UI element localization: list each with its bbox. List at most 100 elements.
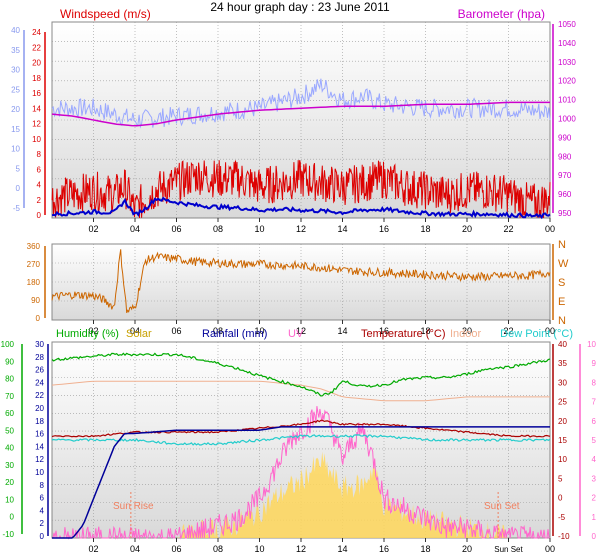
y-tick-label: 28 [35,353,44,362]
y-tick-label: 100 [1,340,15,349]
y-tick-label: 12 [35,455,44,464]
x-tick-label: 00 [545,544,555,554]
y-tick-label: 20 [11,105,20,114]
y-tick-label: 25 [11,85,20,94]
y-tick-label: 60 [5,409,14,418]
y-tick-label: 2 [37,196,42,205]
temperature-line [51,419,551,438]
y-tick-label: 16 [32,89,41,98]
y-tick-label: 10 [32,135,41,144]
y-tick-label: -10 [558,532,570,541]
graph-title: 24 hour graph day : 23 June 2011 [210,0,390,14]
x-tick-label: 02 [88,544,98,554]
y-tick-label: 35 [558,359,567,368]
rainfall-label: Rainfall (mm) [202,328,267,340]
y-tick-label: 22 [32,43,41,52]
indoor-label: Indoor [450,328,482,340]
compass-label: E [558,296,565,308]
y-tick-label: 1 [592,513,597,522]
x-tick-label: 20 [462,544,472,554]
x-tick-label: 16 [379,224,389,234]
x-tick-label: 10 [254,326,264,336]
wind-avg-line [51,196,551,220]
barometer-label: Barometer (hpa) [458,7,545,21]
y-tick-label: 6 [40,494,45,503]
y-tick-label: 4 [37,181,42,190]
x-tick-label: 12 [296,544,306,554]
wind-series [51,78,551,220]
y-tick-label: 40 [11,26,20,35]
y-tick-label: 9 [592,359,597,368]
y-tick-label: 960 [558,190,572,199]
x-tick-label: 02 [88,326,98,336]
x-tick-label: 04 [130,224,140,234]
x-tick-label: 20 [462,224,472,234]
x-tick-label: 20 [462,326,472,336]
x-tick-label: 00 [545,326,555,336]
y-tick-label: 15 [558,436,567,445]
y-tick-label: 0 [36,314,41,323]
x-tick-label: 12 [296,326,306,336]
gust-line [51,78,551,129]
y-tick-label: 20 [5,478,14,487]
direction-line [51,249,551,314]
y-tick-label: 16 [35,430,44,439]
direction-grid [52,244,550,320]
y-tick-label: 22 [35,391,44,400]
y-tick-label: 30 [5,461,14,470]
y-tick-label: 1030 [558,58,576,67]
x-tick-label: 18 [420,326,430,336]
dewpoint-label: Dew Point (°C) [500,328,573,340]
y-tick-label: 30 [35,340,44,349]
dewpoint-line [51,434,551,446]
y-tick-label: 20 [32,59,41,68]
y-tick-label: 10 [558,455,567,464]
humidity-series [51,352,551,540]
y-tick-label: 8 [37,150,42,159]
y-tick-label: 6 [592,417,597,426]
y-tick-label: 2 [592,494,597,503]
y-tick-label: 30 [11,66,20,75]
y-tick-label: 980 [558,152,572,161]
x-tick-label: 00 [545,224,555,234]
x-tick-label: 22 [503,326,513,336]
y-tick-label: 1050 [558,20,576,29]
y-tick-label: 20 [558,417,567,426]
y-tick-label: 25 [558,398,567,407]
y-tick-label: 10 [587,340,596,349]
x-tick-label: 02 [88,224,98,234]
indoor-line [51,380,550,402]
x-tick-label: 14 [337,326,347,336]
windspeed-line [51,160,551,219]
humidity-label: Humidity (%) [56,328,119,340]
x-tick-label: 10 [254,224,264,234]
uv-line [52,406,550,540]
humidity-axes: -100102030405060708090100024681012141618… [1,340,597,541]
y-tick-label: 14 [35,442,44,451]
y-tick-label: 12 [32,120,41,129]
humidity-line [51,352,551,397]
direction-x-ticks: 02 04 06 08 10 12 14 16 18 20 22 00 [88,320,555,336]
y-tick-label: 90 [5,357,14,366]
y-tick-label: 3 [592,474,597,483]
y-tick-label: 20 [35,404,44,413]
compass-label: N [558,239,566,251]
x-tick-label: 18 [420,224,430,234]
x-tick-label: 04 [130,544,140,554]
x-tick-label: 08 [213,224,223,234]
temperature-label: Temperature (°C) [361,328,445,340]
y-tick-label: 14 [32,104,41,113]
x-tick-label: Sun Set [494,545,523,554]
x-tick-label: 14 [337,544,347,554]
x-tick-label: 10 [254,544,264,554]
solar-label: Solar [126,328,152,340]
compass-label: N [558,315,566,327]
compass-label: S [558,277,565,289]
x-tick-label: 08 [213,544,223,554]
x-tick-label: 16 [379,544,389,554]
y-tick-label: 8 [40,481,45,490]
y-tick-label: 1010 [558,96,576,105]
x-tick-label: 06 [171,544,181,554]
